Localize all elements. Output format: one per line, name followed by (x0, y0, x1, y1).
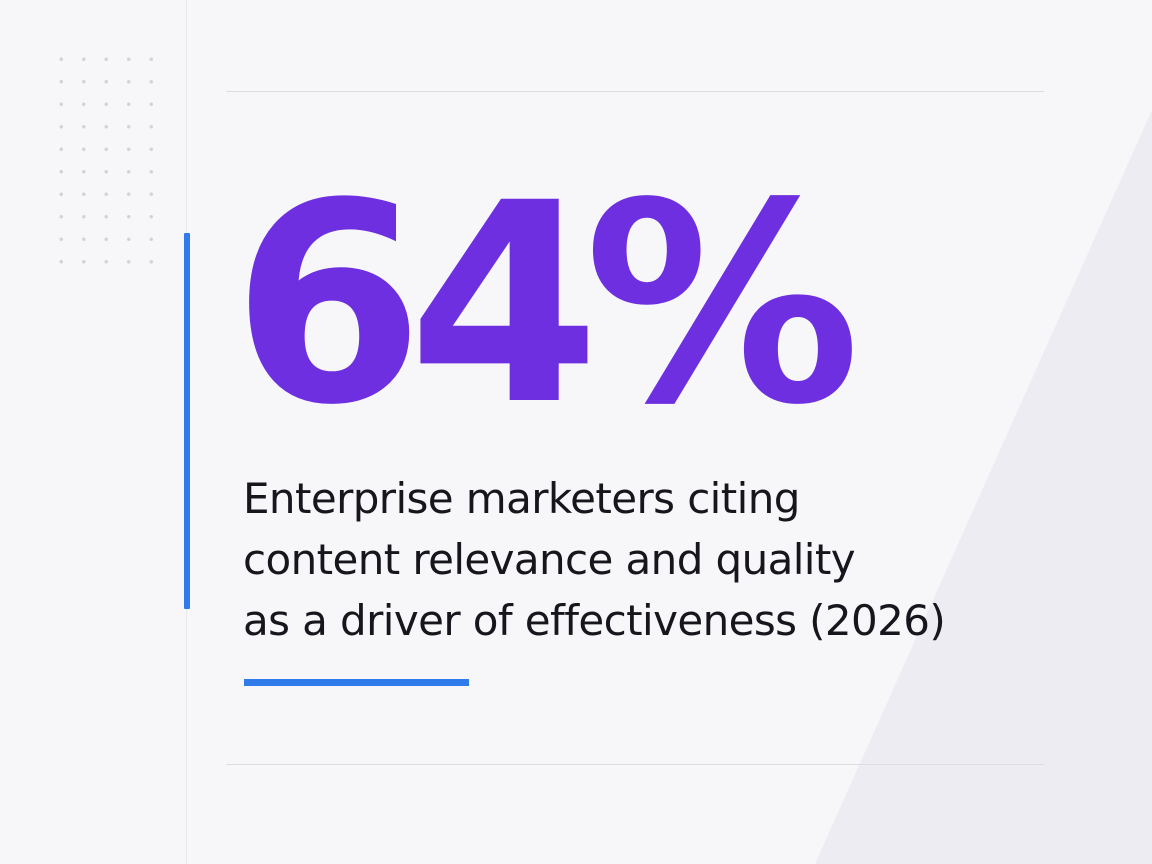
decorative-dot-grid (50, 48, 170, 278)
bottom-divider-line (226, 764, 1044, 765)
stat-caption: Enterprise marketers citing content rele… (243, 468, 1063, 651)
stat-caption-line-2: content relevance and quality (243, 535, 856, 584)
caption-underline-accent (244, 679, 469, 686)
stat-caption-line-1: Enterprise marketers citing (243, 474, 800, 523)
stat-caption-line-3: as a driver of effectiveness (2026) (243, 596, 946, 645)
stat-value: 64% (232, 145, 861, 466)
top-divider-line (226, 91, 1044, 92)
vertical-accent-bar (184, 233, 190, 609)
